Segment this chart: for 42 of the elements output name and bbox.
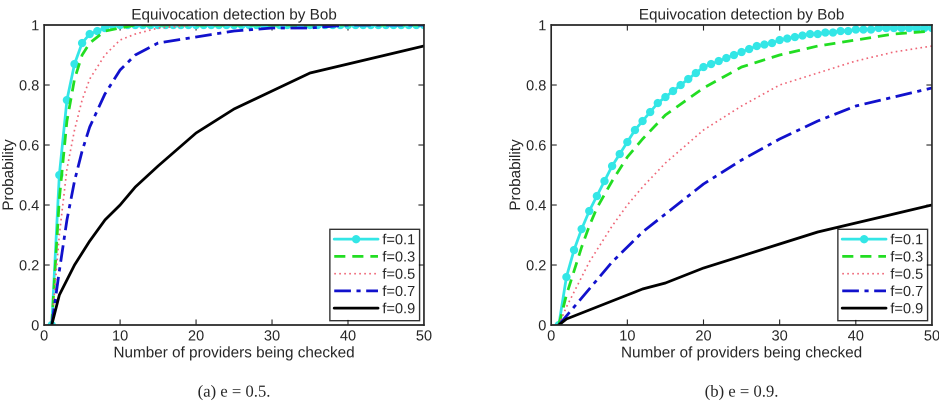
- y-tick-label: 0.2: [526, 260, 546, 270]
- text: (a) e = 0.5.: [198, 385, 270, 400]
- y-tick-label: 1: [32, 20, 39, 30]
- legend-label: f=0.1: [382, 234, 414, 244]
- x-tick-label: 20: [696, 330, 712, 341]
- y-tick-label: 0.6: [526, 140, 546, 150]
- y-tick-label: 1: [539, 20, 546, 30]
- x-tick-label: 10: [113, 330, 128, 341]
- legend-label: f=0.3: [382, 250, 415, 262]
- legend-label: f=0.5: [890, 268, 923, 279]
- x-tick-label: 40: [340, 330, 356, 341]
- y-tick-label: 0.6: [20, 140, 39, 150]
- x-tick-label: 0: [40, 330, 48, 341]
- text: (b) e = 0.9.: [705, 385, 778, 400]
- y-tick-label: 0: [538, 320, 546, 330]
- y-tick-label: 0.4: [20, 200, 39, 210]
- x-tick-label: 0: [548, 330, 555, 341]
- x-tick-label: 10: [620, 330, 635, 341]
- x-tick-label: 30: [772, 330, 788, 341]
- x-axis-title: Number of providers being checked: [622, 346, 862, 360]
- legend-label: f=0.7: [890, 285, 922, 296]
- y-tick-label: 0.8: [526, 80, 546, 90]
- chart-title: Equivocation detection by Bob: [640, 8, 844, 23]
- x-axis-title: Number of providers being checked: [114, 346, 354, 360]
- x-tick-label: 40: [848, 330, 864, 341]
- legend-label: f=0.3: [890, 250, 923, 262]
- y-tick-label: 0.8: [20, 80, 39, 90]
- legend-label: f=0.9: [382, 302, 415, 314]
- y-tick-label: 0.2: [20, 260, 39, 270]
- x-tick-label: 20: [188, 330, 204, 341]
- legend-label: f=0.1: [890, 234, 922, 244]
- legend-label: f=0.9: [890, 302, 923, 314]
- y-axis-title: Probability: [2, 139, 16, 210]
- legend-label: f=0.7: [382, 285, 414, 296]
- y-axis-title: Probability: [509, 139, 524, 210]
- y-tick-label: 0: [32, 320, 39, 330]
- chart-title: Equivocation detection by Bob: [132, 8, 336, 23]
- x-tick-label: 50: [416, 330, 432, 341]
- y-tick-label: 0.4: [526, 200, 546, 210]
- x-tick-label: 30: [264, 330, 280, 341]
- legend-label: f=0.5: [382, 268, 415, 279]
- x-tick-label: 50: [924, 330, 939, 341]
